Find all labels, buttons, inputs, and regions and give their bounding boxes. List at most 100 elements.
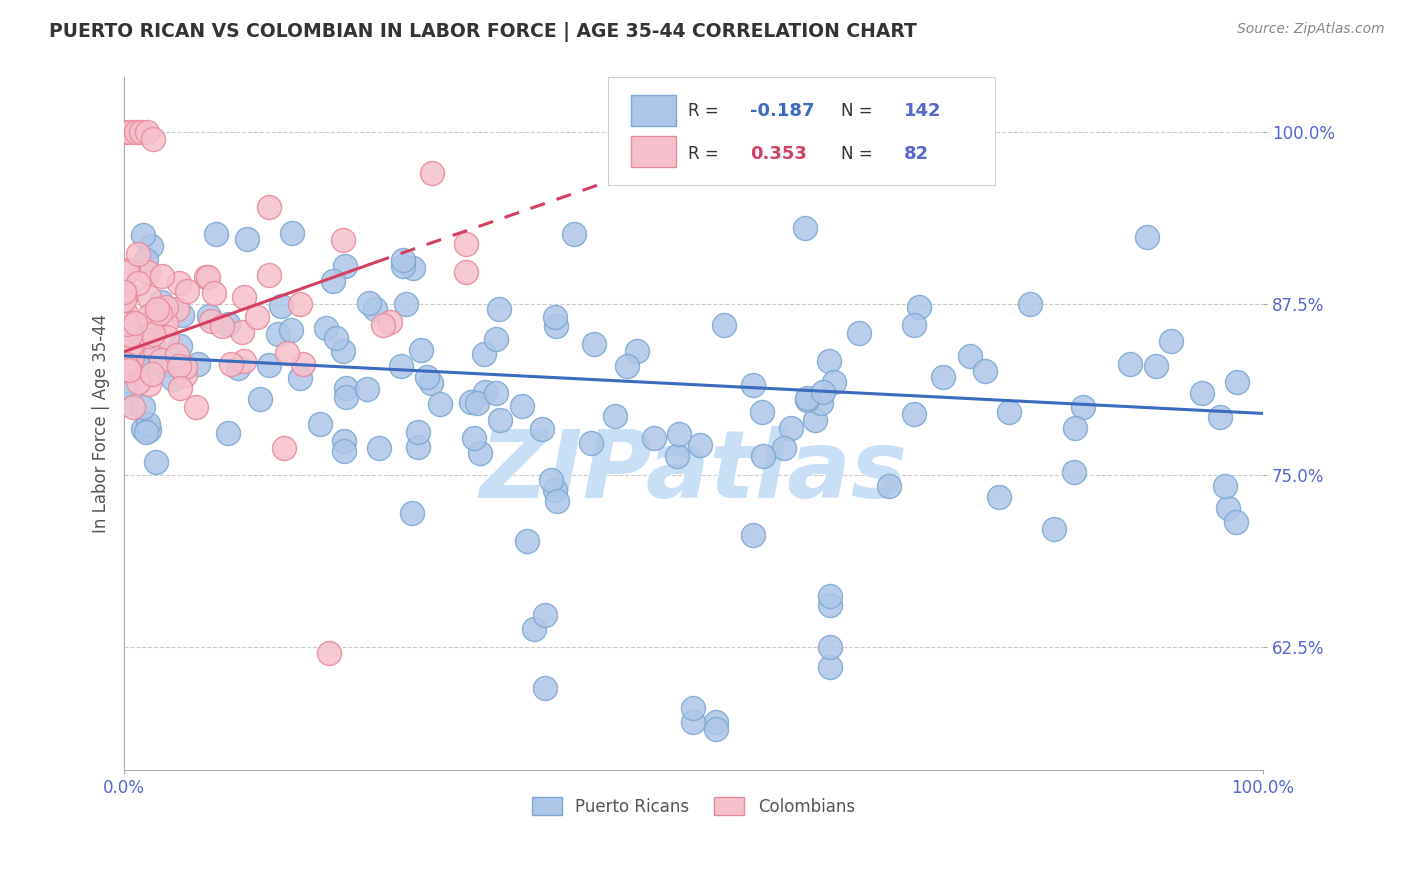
Point xyxy=(409,343,432,357)
Point xyxy=(402,260,425,275)
Text: Source: ZipAtlas.com: Source: ZipAtlas.com xyxy=(1237,22,1385,37)
Point xyxy=(666,449,689,463)
Point xyxy=(112,380,135,394)
Point xyxy=(682,701,704,715)
Point xyxy=(796,391,818,405)
Point xyxy=(115,357,138,371)
Point xyxy=(325,331,347,345)
Point xyxy=(118,345,141,359)
Point xyxy=(198,309,221,323)
Point xyxy=(280,323,302,337)
Point xyxy=(117,287,139,301)
Point xyxy=(288,296,311,310)
Point xyxy=(359,296,381,310)
Point xyxy=(903,318,925,332)
Y-axis label: In Labor Force | Age 35-44: In Labor Force | Age 35-44 xyxy=(93,314,110,533)
Point xyxy=(114,359,136,373)
Point xyxy=(142,311,165,326)
Point xyxy=(219,357,242,371)
Point xyxy=(138,424,160,438)
Point xyxy=(530,422,553,436)
Text: 82: 82 xyxy=(904,145,929,162)
Point xyxy=(332,233,354,247)
Point xyxy=(813,384,835,399)
Point xyxy=(741,377,763,392)
Point xyxy=(626,344,648,359)
Point xyxy=(793,220,815,235)
Point xyxy=(389,359,412,373)
Point xyxy=(579,435,602,450)
Point xyxy=(931,369,953,384)
Point xyxy=(780,420,803,434)
Point xyxy=(751,405,773,419)
Point xyxy=(713,318,735,332)
Point xyxy=(202,286,225,301)
Point xyxy=(205,227,228,241)
Point xyxy=(142,341,165,355)
Point xyxy=(523,622,546,636)
Point xyxy=(136,125,159,139)
Point xyxy=(112,362,135,376)
Text: R =: R = xyxy=(688,102,724,120)
Point xyxy=(516,533,538,548)
Point xyxy=(1160,334,1182,349)
Point xyxy=(197,270,219,285)
Point xyxy=(544,318,567,333)
Point xyxy=(818,354,841,368)
Point xyxy=(689,438,711,452)
Point xyxy=(112,293,135,307)
Point xyxy=(138,376,160,391)
Point xyxy=(142,132,165,146)
Point xyxy=(534,607,557,622)
Point xyxy=(267,327,290,342)
Text: N =: N = xyxy=(841,102,879,120)
Point xyxy=(470,446,492,460)
Point xyxy=(335,259,357,273)
Point xyxy=(167,359,190,373)
Point xyxy=(138,362,160,376)
Point xyxy=(112,325,135,339)
Point xyxy=(543,483,565,497)
Point xyxy=(416,370,439,384)
Point xyxy=(186,400,208,414)
Point xyxy=(145,455,167,469)
FancyBboxPatch shape xyxy=(631,136,676,168)
Point xyxy=(249,392,271,406)
Point xyxy=(959,349,981,363)
Point xyxy=(1208,410,1230,425)
Point xyxy=(194,269,217,284)
Point xyxy=(118,125,141,139)
Point xyxy=(406,425,429,439)
Point xyxy=(1213,479,1236,493)
Point xyxy=(292,358,315,372)
Point xyxy=(485,385,508,400)
Point xyxy=(1218,501,1240,516)
Point xyxy=(371,318,394,332)
Point xyxy=(823,375,845,389)
Point xyxy=(169,381,191,395)
Point xyxy=(122,336,145,351)
Point xyxy=(150,353,173,368)
Point xyxy=(122,401,145,415)
Point xyxy=(233,354,256,368)
Point xyxy=(741,527,763,541)
Point xyxy=(155,300,177,314)
Point xyxy=(114,307,136,321)
Point xyxy=(135,252,157,267)
Point xyxy=(474,347,496,361)
Point xyxy=(124,316,146,330)
Point xyxy=(903,407,925,421)
Point xyxy=(564,227,586,241)
Point xyxy=(134,425,156,440)
Point xyxy=(752,449,775,463)
Point xyxy=(235,231,257,245)
Point xyxy=(406,440,429,454)
Point xyxy=(485,332,508,346)
Point xyxy=(138,329,160,343)
Point xyxy=(114,314,136,328)
Point xyxy=(115,265,138,279)
Text: N =: N = xyxy=(841,145,879,162)
Text: 0.353: 0.353 xyxy=(751,145,807,162)
Point xyxy=(115,334,138,348)
Point xyxy=(315,320,337,334)
